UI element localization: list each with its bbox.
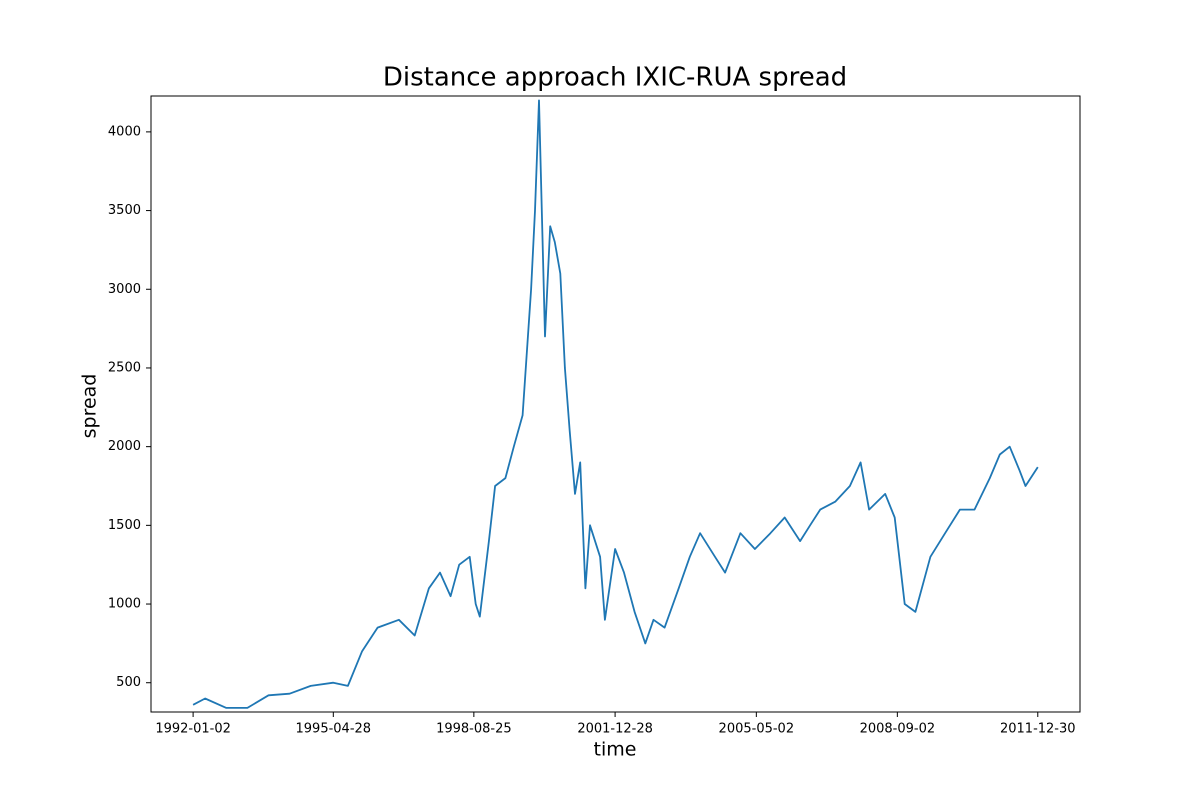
y-tick-label: 3000 (108, 282, 141, 297)
x-tick-label: 1998-08-25 (436, 722, 512, 737)
x-tick-label: 2001-12-28 (577, 722, 653, 737)
y-tick-label: 4000 (108, 124, 141, 139)
y-tick-label: 500 (116, 675, 141, 690)
y-tick-label: 1000 (108, 597, 141, 612)
plot-frame (150, 95, 1081, 713)
x-axis-label: time (594, 739, 637, 761)
line (192, 99, 1039, 709)
chart-title: Distance approach IXIC-RUA spread (383, 63, 847, 93)
y-tick-label: 1500 (108, 518, 141, 533)
x-tick-label: 1995-04-28 (296, 722, 372, 737)
x-tick-label: 2011-12-30 (1000, 722, 1076, 737)
x-tick-label: 2005-05-02 (719, 722, 795, 737)
x-tick-label: 2008-09-02 (860, 722, 936, 737)
y-tick-label: 2000 (108, 439, 141, 454)
y-tick-label: 3500 (108, 203, 141, 218)
x-tick-label: 1992-01-02 (155, 722, 231, 737)
y-axis-label: spread (79, 374, 101, 439)
y-tick-label: 2500 (108, 360, 141, 375)
